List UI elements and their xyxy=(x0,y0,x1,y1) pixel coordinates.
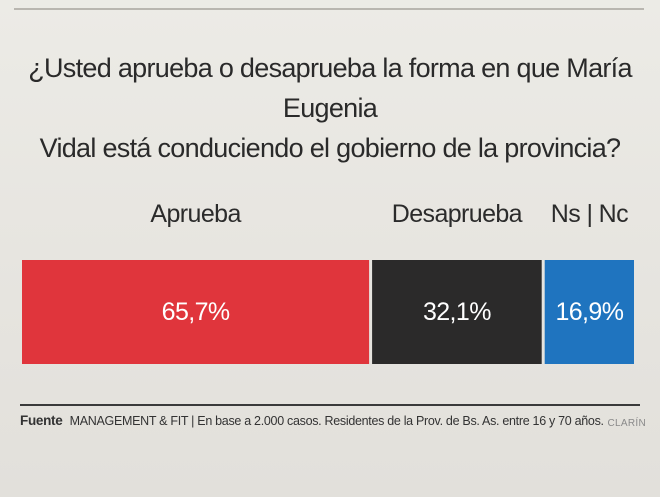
source-label: Fuente xyxy=(20,413,63,428)
footer-divider xyxy=(20,404,640,406)
chart-title-line-2: Vidal está conduciendo el gobierno de la… xyxy=(39,133,621,163)
top-divider xyxy=(14,8,644,10)
chart-title-line-1: ¿Usted aprueba o desaprueba la forma en … xyxy=(28,53,632,123)
value-label-aprueba: 65,7% xyxy=(161,298,230,326)
category-label-desaprueba: Desaprueba xyxy=(391,200,523,228)
publisher-brand: CLARÍN xyxy=(607,418,646,429)
category-label-aprueba: Aprueba xyxy=(150,200,241,228)
category-label-ns-nc: Ns | Nc xyxy=(550,200,629,228)
chart-title: ¿Usted aprueba o desaprueba la forma en … xyxy=(20,48,640,168)
value-label-ns-nc: 16,9% xyxy=(555,298,624,326)
source-note: Fuente MANAGEMENT & FIT | En base a 2.00… xyxy=(20,413,604,428)
value-label-desaprueba: 32,1% xyxy=(422,298,491,326)
source-text: MANAGEMENT & FIT | En base a 2.000 casos… xyxy=(69,414,604,428)
